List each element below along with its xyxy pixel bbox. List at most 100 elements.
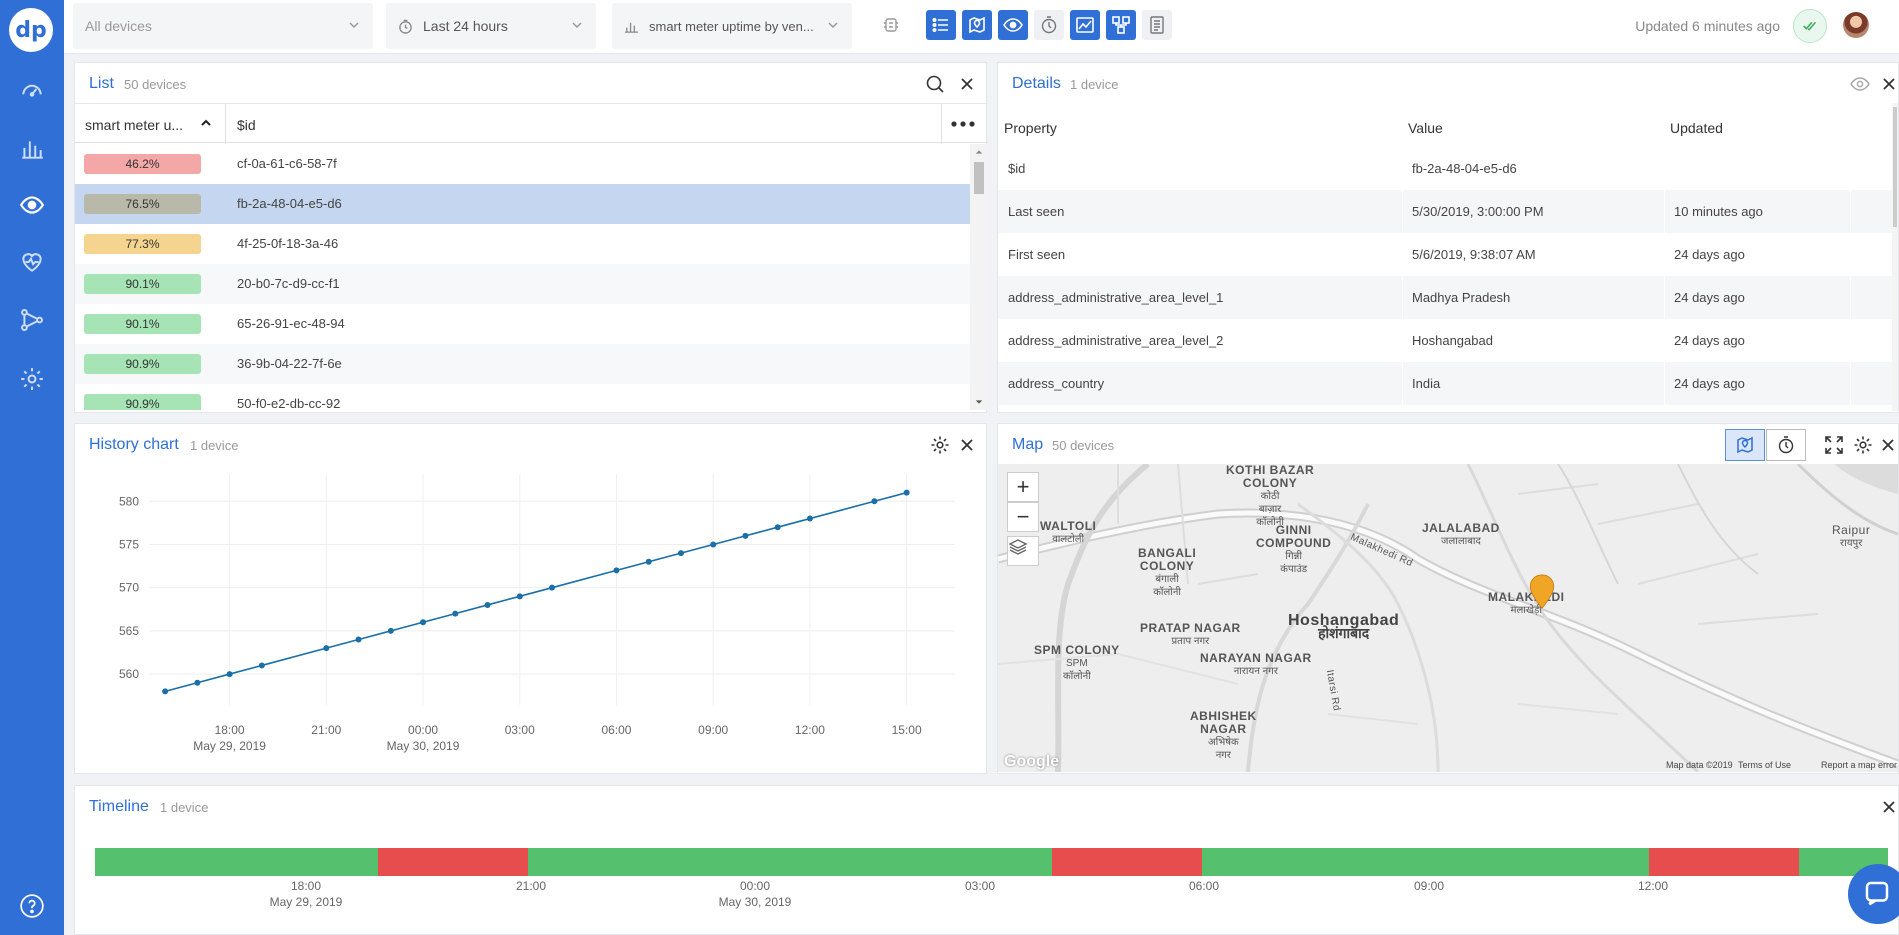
device-id: 65-26-91-ec-48-94: [237, 316, 345, 331]
timeline-segment[interactable]: [1051, 848, 1202, 876]
timeline-view-button[interactable]: [1034, 10, 1064, 40]
map-view-button[interactable]: [962, 10, 992, 40]
scroll-up-icon[interactable]: [975, 148, 983, 156]
metric-pill: 76.5%: [84, 194, 201, 214]
table-row[interactable]: 76.5% fb-2a-48-04-e5-d6: [75, 184, 970, 224]
timeline-segment[interactable]: [95, 848, 379, 876]
device-marker-icon[interactable]: [1528, 574, 1556, 610]
data-point: [258, 662, 265, 669]
help-button[interactable]: [0, 884, 64, 928]
map-mode-pin-button[interactable]: [1725, 429, 1765, 461]
sidebar-item-view[interactable]: [0, 183, 64, 227]
close-icon[interactable]: [1879, 74, 1899, 94]
property-name: address_administrative_area_level_2: [1008, 333, 1224, 348]
scroll-thumb[interactable]: [1893, 107, 1897, 227]
table-row[interactable]: 77.3% 4f-25-0f-18-3a-46: [75, 224, 970, 264]
data-point: [484, 601, 491, 608]
map-report-link[interactable]: Report a map error: [1821, 760, 1898, 770]
column-header-metric[interactable]: smart meter u...: [85, 117, 184, 133]
scroll-thumb[interactable]: [974, 162, 984, 194]
details-scrollbar[interactable]: [1892, 103, 1898, 411]
timeline-segment[interactable]: [1649, 848, 1799, 876]
more-options-icon[interactable]: [951, 120, 975, 128]
property-value: 5/6/2019, 9:38:07 AM: [1412, 247, 1536, 262]
fullscreen-icon[interactable]: [1824, 435, 1844, 455]
data-point: [387, 627, 394, 634]
gear-icon[interactable]: [930, 435, 950, 455]
zoom-out-button[interactable]: −: [1007, 502, 1039, 532]
data-point: [710, 541, 717, 548]
table-row[interactable]: 46.2% cf-0a-61-c6-58-7f: [75, 144, 970, 184]
property-updated: 24 days ago: [1674, 333, 1745, 348]
sidebar-item-settings[interactable]: [0, 357, 64, 401]
list-scrollbar[interactable]: [970, 144, 988, 410]
map-mode-time-button[interactable]: [1766, 429, 1806, 461]
table-row[interactable]: 90.9% 50-f0-e2-db-cc-92: [75, 384, 970, 410]
close-icon[interactable]: [1879, 797, 1899, 817]
device-id: 36-9b-04-22-7f-6e: [237, 356, 342, 371]
devices-filter-dropdown[interactable]: All devices: [73, 3, 373, 49]
list-panel-title: List: [89, 75, 114, 92]
sidebar-item-health[interactable]: [0, 240, 64, 284]
topology-view-button[interactable]: [1106, 10, 1136, 40]
property-value: Hoshangabad: [1412, 333, 1493, 348]
stopwatch-icon: [1041, 16, 1057, 34]
layers-button[interactable]: [1007, 536, 1039, 566]
chat-bubble-icon: [1865, 881, 1889, 906]
sidebar-item-flows[interactable]: [0, 298, 64, 342]
sidebar-item-dashboard[interactable]: [0, 67, 64, 111]
chat-button[interactable]: [1848, 864, 1899, 924]
app-logo-icon[interactable]: dp: [9, 8, 53, 52]
time-range-dropdown[interactable]: Last 24 hours: [386, 3, 596, 49]
history-view-button[interactable]: [1070, 10, 1100, 40]
close-icon[interactable]: [957, 435, 977, 455]
sidebar: dp: [0, 0, 64, 935]
timeline-tick-label: 03:00: [964, 879, 996, 893]
status-ok-indicator[interactable]: [1793, 9, 1827, 43]
close-icon[interactable]: [957, 74, 977, 94]
close-icon[interactable]: [1878, 435, 1898, 455]
column-header-id[interactable]: $id: [237, 117, 256, 133]
zoom-in-button[interactable]: +: [1007, 472, 1039, 502]
timeline-segment[interactable]: [1201, 848, 1650, 876]
map-label-ginni-compound: GINNI COMPOUND गिन्नी कंपाउंड: [1256, 523, 1332, 576]
sidebar-item-analytics[interactable]: [0, 127, 64, 171]
details-view-button[interactable]: [998, 10, 1028, 40]
avatar[interactable]: [1843, 12, 1869, 38]
property-updated: 10 minutes ago: [1674, 204, 1763, 219]
timeline-segment[interactable]: [528, 848, 1052, 876]
x-tick-label: 09:00: [698, 723, 728, 737]
metric-pill: 90.1%: [84, 274, 201, 294]
table-row[interactable]: 90.1% 65-26-91-ec-48-94: [75, 304, 970, 344]
data-point: [162, 688, 169, 695]
list-panel-count: 50 devices: [124, 77, 187, 92]
table-row: address_country India 24 days ago: [998, 362, 1892, 405]
timeline-tick-label: 18:00: [290, 879, 322, 893]
metric-value: smart meter uptime by ven...: [649, 18, 814, 34]
table-row[interactable]: 90.9% 36-9b-04-22-7f-6e: [75, 344, 970, 384]
map-label-kothi-bazar: KOTHI BAZAR COLONY कोठी बाज़ार कॉलोनी: [1226, 464, 1315, 528]
sort-ascending-icon[interactable]: [199, 116, 213, 130]
history-panel-title: History chart: [89, 436, 179, 453]
map-canvas[interactable]: KOTHI BAZAR COLONY कोठी बाज़ार कॉलोनी WAL…: [998, 464, 1898, 772]
table-row[interactable]: 90.1% 20-b0-7c-d9-cc-f1: [75, 264, 970, 304]
map-terms-link[interactable]: Terms of Use: [1738, 760, 1792, 770]
bulk-select-button[interactable]: [876, 10, 906, 40]
property-name: address_country: [1008, 376, 1105, 391]
list-view-button[interactable]: [926, 10, 956, 40]
map-panel: Map 50 devices: [997, 423, 1899, 774]
gear-icon[interactable]: [1853, 435, 1873, 455]
map-roads: [998, 464, 1898, 772]
eye-icon[interactable]: [1850, 74, 1870, 94]
data-point: [516, 593, 523, 600]
metric-dropdown[interactable]: smart meter uptime by ven...: [612, 3, 852, 49]
search-icon[interactable]: [925, 74, 945, 94]
chevron-down-icon: [572, 22, 582, 29]
history-line-chart[interactable]: 560 565 570 575 580 18:00 May 29, 2019 21:00 00:…: [75, 464, 988, 775]
map-panel-title: Map: [1012, 436, 1044, 453]
timeline-segment[interactable]: [378, 848, 529, 876]
log-view-button[interactable]: [1142, 10, 1172, 40]
x-tick-label: 03:00: [505, 723, 535, 737]
map-label-abhishek-nagar: ABHISHEK NAGAR अभिषेक नगर: [1190, 709, 1257, 762]
scroll-down-icon[interactable]: [975, 398, 983, 406]
